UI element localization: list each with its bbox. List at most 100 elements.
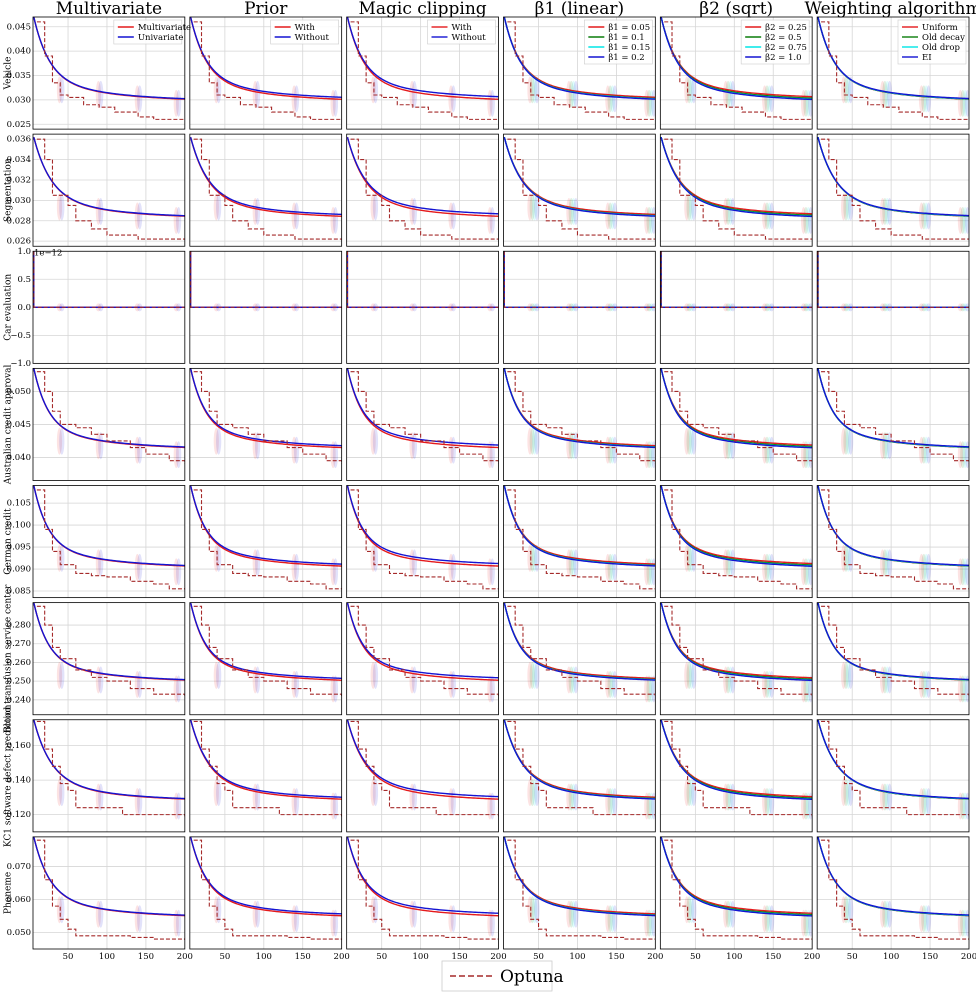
distribution-blob [216, 662, 222, 689]
distribution-blob [56, 427, 63, 455]
distribution-blob [487, 909, 493, 937]
subplot-frame [189, 16, 343, 130]
distribution-blob [918, 788, 925, 816]
distribution-blob [845, 76, 851, 104]
distribution-blob [98, 549, 104, 577]
optuna-line [507, 720, 656, 817]
distribution-blob [921, 202, 927, 230]
optuna-line [507, 489, 656, 590]
row-label: Car evaluation [4, 274, 14, 341]
distribution-blob [573, 80, 579, 108]
series-line [660, 485, 813, 565]
distribution-blob [762, 85, 768, 113]
optuna-line [350, 371, 499, 465]
optuna-line [821, 21, 969, 120]
subplot [346, 602, 499, 716]
distribution-blob [769, 85, 775, 113]
y-tick-label: 0.070 [7, 862, 31, 872]
distribution-blob [532, 662, 538, 689]
distribution-blob [95, 549, 102, 577]
subplot [816, 719, 970, 833]
legend-label: Univariate [138, 33, 184, 43]
series-line [189, 136, 342, 217]
distribution-blob [884, 783, 890, 811]
series-line [503, 602, 656, 681]
distribution-blob [330, 909, 336, 937]
distribution-blob [137, 671, 143, 698]
optuna-line [664, 21, 813, 120]
distribution-blob [648, 675, 655, 703]
series-line [660, 17, 813, 101]
distribution-blob [960, 207, 966, 234]
distribution-blob [845, 193, 851, 221]
y-tick-label: 0.280 [7, 621, 31, 631]
distribution-blob [607, 553, 613, 581]
series-line [503, 602, 656, 681]
series-line [503, 602, 656, 680]
optuna-line [350, 720, 499, 817]
series-line [817, 136, 970, 217]
legend-label: β1 = 0.05 [608, 23, 650, 33]
distribution-blob [370, 193, 376, 221]
y-tick-label: 0.270 [7, 639, 31, 649]
distribution-blob [841, 779, 847, 807]
x-tick-label: 150 [922, 952, 938, 962]
legend-label: β1 = 0.2 [608, 53, 644, 63]
series-line [189, 368, 342, 447]
distribution-blob [730, 80, 736, 108]
row-label: KC1 software defect prediction [4, 704, 14, 847]
distribution-blob [532, 76, 538, 104]
distribution-blob [688, 896, 695, 924]
optuna-line [821, 720, 970, 817]
subplot-frame [189, 836, 343, 950]
distribution-blob [534, 779, 540, 807]
distribution-blob [886, 432, 893, 460]
legend-label: β1 = 0.1 [608, 33, 644, 43]
optuna-line [346, 251, 499, 308]
subplot [346, 367, 499, 481]
distribution-blob [527, 427, 533, 455]
series-line [817, 136, 970, 217]
series-line [189, 368, 342, 449]
distribution-blob [213, 662, 219, 689]
distribution-blob [254, 432, 261, 460]
subplot [503, 602, 656, 716]
series-line [503, 836, 656, 915]
distribution-blob [529, 662, 535, 689]
distribution-blob [644, 441, 650, 469]
series-line [817, 719, 970, 800]
distribution-blob [534, 896, 540, 924]
series-line [33, 836, 185, 917]
distribution-blob [957, 909, 964, 937]
x-tick-label: 50 [847, 952, 858, 962]
series-line [503, 368, 656, 449]
distribution-blob [411, 432, 418, 460]
distribution-blob [925, 553, 932, 581]
subplot-frame [32, 133, 186, 247]
distribution-blob [884, 549, 890, 577]
distribution-blob [962, 909, 968, 937]
distribution-blob [766, 85, 772, 113]
distribution-blob [573, 666, 579, 694]
series-line [189, 602, 342, 680]
series-line [346, 368, 499, 446]
subplot-frame [503, 250, 656, 364]
distribution-blob [957, 675, 964, 703]
distribution-blob [254, 666, 261, 694]
series-line [817, 836, 970, 917]
distribution-blob [845, 427, 851, 455]
subplot [346, 485, 499, 599]
column-title: β1 (linear) [535, 0, 624, 19]
distribution-blob [370, 662, 376, 689]
distribution-blob [213, 427, 219, 455]
row-label: Vehicle [4, 57, 14, 91]
row-label: Segmentation [4, 158, 14, 222]
distribution-blob [330, 441, 336, 469]
distribution-blob [216, 779, 222, 807]
series-line [503, 485, 656, 567]
subplot: 50 100 150 200 [503, 836, 663, 962]
distribution-blob [964, 89, 970, 117]
series-line [33, 485, 185, 567]
